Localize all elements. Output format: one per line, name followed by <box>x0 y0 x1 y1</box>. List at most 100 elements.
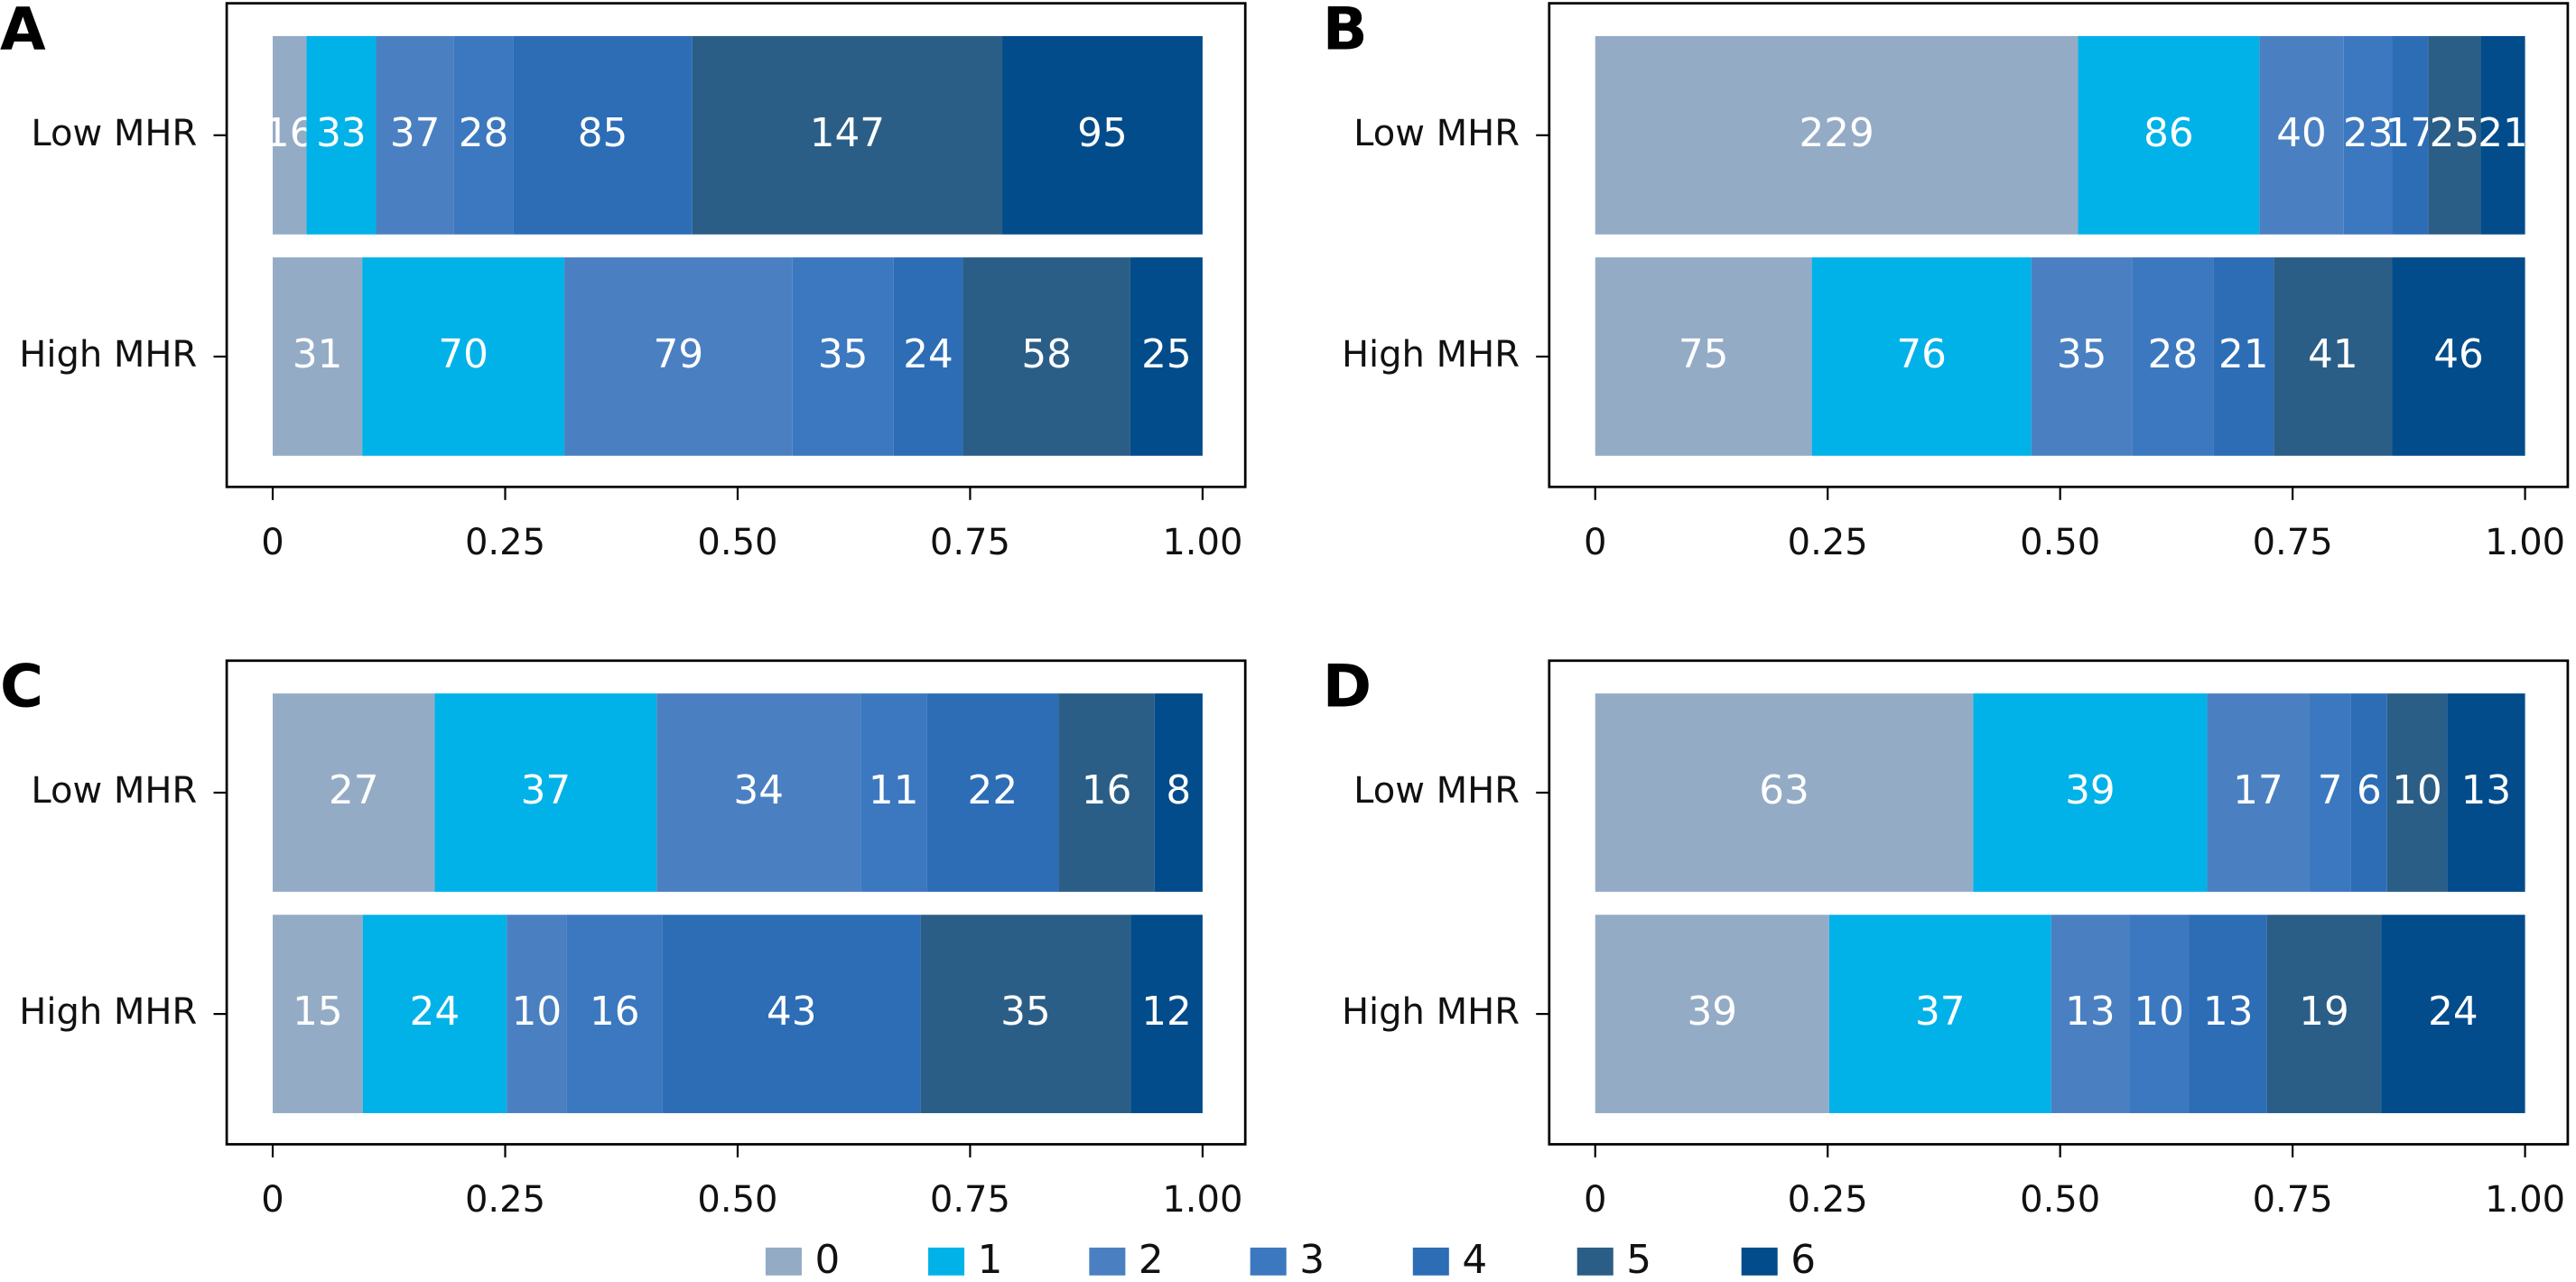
bar-segment <box>376 35 454 235</box>
panel-label: C <box>0 653 43 721</box>
value-label: 58 <box>1021 332 1072 377</box>
value-label: 13 <box>2461 768 2512 813</box>
bar-segment <box>926 693 1059 892</box>
legend-swatch <box>1250 1247 1287 1276</box>
bar-segment <box>860 693 927 892</box>
x-tick-label: 1.00 <box>2485 1179 2565 1221</box>
bar-segment <box>2274 257 2393 456</box>
bar-segment <box>434 693 657 892</box>
value-label: 37 <box>1915 989 1966 1035</box>
value-label: 19 <box>2299 989 2349 1035</box>
category-label: High MHR <box>1342 991 1520 1033</box>
bar-segment <box>2480 35 2525 235</box>
category-label: High MHR <box>19 334 197 376</box>
value-label: 63 <box>1759 768 1809 813</box>
bar-segment <box>2259 35 2344 235</box>
value-label: 43 <box>767 989 817 1035</box>
panel-frame <box>1548 2 2570 488</box>
value-label: 13 <box>2065 989 2116 1035</box>
legend-label: 6 <box>1790 1238 1816 1282</box>
value-label: 35 <box>1000 989 1051 1035</box>
value-label: 40 <box>2276 111 2327 156</box>
value-label: 15 <box>293 989 343 1035</box>
category-label: Low MHR <box>31 113 197 154</box>
legend-swatch <box>1576 1247 1613 1276</box>
value-label: 21 <box>2478 111 2528 156</box>
bar-segment <box>2392 257 2525 456</box>
value-label: 28 <box>2148 332 2199 377</box>
bar-segment <box>453 35 514 235</box>
value-label: 22 <box>968 768 1018 813</box>
bar-segment <box>893 257 963 456</box>
legend-swatch <box>1412 1247 1449 1276</box>
x-tick-label: 0.75 <box>2253 1179 2333 1221</box>
x-tick-label: 0.50 <box>697 522 777 563</box>
bar-segment <box>273 257 363 456</box>
value-label: 34 <box>733 768 784 813</box>
value-label: 25 <box>2430 111 2480 156</box>
value-label: 35 <box>818 332 869 377</box>
bar-segment <box>1973 693 2208 892</box>
x-tick-label: 0.25 <box>465 1179 545 1221</box>
value-label: 46 <box>2433 332 2484 377</box>
x-tick-label: 0.75 <box>930 1179 1010 1221</box>
bar-segment <box>2350 693 2387 892</box>
bar-segment <box>564 257 793 456</box>
value-label: 6 <box>2357 768 2382 813</box>
bar-segment <box>2428 35 2481 235</box>
value-label: 70 <box>438 332 488 377</box>
value-label: 37 <box>521 768 572 813</box>
value-label: 16 <box>590 989 640 1035</box>
bar-segment <box>362 257 565 456</box>
x-tick-label: 0 <box>261 522 284 563</box>
bar-segment <box>2129 915 2190 1113</box>
x-tick-label: 1.00 <box>1162 522 1242 563</box>
value-label: 23 <box>2343 111 2394 156</box>
value-label: 39 <box>1688 989 1738 1035</box>
bar-segment <box>1058 693 1155 892</box>
value-label: 12 <box>1141 989 1192 1035</box>
bar-segment <box>692 35 1003 235</box>
value-label: 86 <box>2144 111 2194 156</box>
x-tick-label: 0.50 <box>697 1179 777 1221</box>
bar-segment <box>306 35 377 235</box>
bar-segment <box>963 257 1130 456</box>
x-tick-label: 0 <box>1584 522 1606 563</box>
value-label: 41 <box>2308 332 2358 377</box>
value-label: 229 <box>1799 111 1874 156</box>
legend-label: 4 <box>1462 1238 1487 1282</box>
category-label: Low MHR <box>31 770 197 812</box>
value-label: 75 <box>1679 332 1729 377</box>
panel-frame <box>1548 659 2570 1146</box>
legend-swatch <box>1741 1247 1778 1276</box>
value-label: 27 <box>329 768 379 813</box>
legend-swatch <box>765 1247 802 1276</box>
value-label: 95 <box>1077 111 1128 156</box>
panel-label: B <box>1323 0 1368 63</box>
bar-segment <box>1130 915 1203 1113</box>
legend-swatch <box>1089 1247 1126 1276</box>
legend-label: 3 <box>1299 1238 1325 1282</box>
x-tick-label: 0.75 <box>930 522 1010 563</box>
bar-segment <box>1595 693 1974 892</box>
bar-segment <box>656 693 861 892</box>
x-tick-label: 0.50 <box>2020 522 2100 563</box>
x-tick-label: 0 <box>261 1179 284 1221</box>
x-tick-label: 0.25 <box>1788 1179 1868 1221</box>
value-label: 24 <box>903 332 953 377</box>
value-label: 147 <box>810 111 885 156</box>
bar-segment <box>1828 915 2051 1113</box>
bar-segment <box>273 35 307 235</box>
value-label: 28 <box>459 111 509 156</box>
value-label: 13 <box>2203 989 2254 1035</box>
bar-segment <box>2051 915 2130 1113</box>
value-label: 10 <box>2392 768 2442 813</box>
value-label: 16 <box>265 111 315 156</box>
bar-segment <box>2031 257 2133 456</box>
legend-label: 2 <box>1139 1238 1164 1282</box>
bar-segment <box>566 915 663 1113</box>
panel-frame <box>225 2 1247 488</box>
category-label: High MHR <box>1342 334 1520 376</box>
bar-segment <box>1595 257 1812 456</box>
